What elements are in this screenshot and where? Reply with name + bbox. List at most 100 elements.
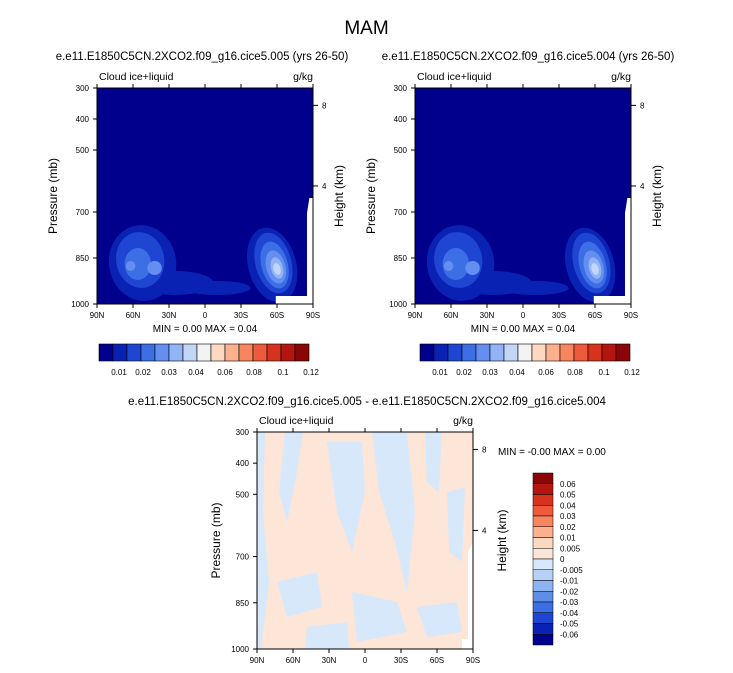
panel-diff-xtick-label: 30S	[394, 656, 408, 665]
panel-diff: e.e11.E1850C5CN.2XCO2.f09_g16.cice5.005 …	[128, 396, 606, 665]
panel-2-xtick-label: 90S	[624, 311, 638, 320]
panel-2-nh-c3	[442, 248, 469, 280]
panel-diff-colorbar-box	[532, 558, 554, 570]
panel-1-ytick-right-label: 4	[322, 182, 327, 191]
panel-2: e.e11.E1850C5CN.2XCO2.f09_g16.cice5.004 …	[364, 51, 674, 377]
panel-diff-colorbar-box	[532, 505, 554, 517]
panel-diff-neg-region	[327, 442, 365, 552]
panel-1-xtick-label: 60N	[126, 311, 141, 320]
panel-2-colorbar-box	[517, 343, 533, 362]
panel-1-colorbar-label: 0.01	[111, 368, 127, 377]
panel-diff-neg-region	[425, 432, 442, 492]
panel-2-colorbar-box	[573, 343, 589, 362]
panel-diff-colorbar-box	[532, 569, 554, 581]
panel-diff-colorbar-box	[532, 483, 554, 495]
panel-diff-colorbar-box	[532, 623, 554, 635]
panel-1-colorbar-box	[154, 343, 170, 362]
panel-1-xtick-label: 0	[203, 311, 208, 320]
panel-diff-colorbar-label: -0.05	[560, 620, 579, 629]
panel-1-colorbar-label: 0.06	[217, 368, 233, 377]
panel-2-left-label: Cloud ice+liquid	[417, 71, 492, 83]
panel-1-ylabel-right: Height (km)	[332, 165, 346, 227]
panel-diff-colorbar-box	[532, 591, 554, 603]
panel-diff-ytick-label: 700	[236, 553, 250, 562]
panel-diff-colorbar-label: -0.03	[560, 598, 579, 607]
panel-diff-xtick-label: 0	[363, 656, 368, 665]
panel-diff-colorbar-box	[532, 515, 554, 527]
panel-diff-colorbar-label: 0.03	[560, 512, 576, 521]
panel-diff-colorbar-box	[532, 634, 554, 646]
panel-1-mask	[275, 198, 313, 304]
panel-1-colorbar-box	[238, 343, 254, 362]
panel-2-ylabel: Pressure (mb)	[364, 158, 378, 234]
panel-diff-ytick-label: 300	[236, 428, 250, 437]
panel-2-xtick-label: 60S	[588, 311, 602, 320]
panel-diff-colorbar-label: -0.06	[560, 630, 579, 639]
panel-2-colorbar-label: 0.12	[624, 368, 640, 377]
panel-2-ylabel-right: Height (km)	[650, 165, 664, 227]
panel-2-colorbar-box	[433, 343, 449, 362]
panel-2-colorbar-box	[615, 343, 631, 362]
panel-1-xtick-label: 60S	[270, 311, 284, 320]
panel-diff-neg-region	[277, 572, 322, 617]
panel-2-colorbar-box	[475, 343, 491, 362]
panel-2-ytick-right-label: 4	[640, 182, 645, 191]
panel-1-colorbar-box	[266, 343, 282, 362]
panel-diff-xtick-label: 60N	[286, 656, 301, 665]
panel-2-ytick-right-label: 8	[640, 101, 645, 110]
panel-1-sh-c6	[273, 263, 281, 275]
panel-diff-colorbar-label: 0.04	[560, 501, 576, 510]
panel-diff-right-label: g/kg	[453, 415, 473, 427]
panel-diff-colorbar-box	[532, 472, 554, 484]
panel-1-colorbar-box	[294, 343, 310, 362]
panel-2-colorbar-box	[447, 343, 463, 362]
panel-2-colorbar-label: 0.04	[509, 368, 525, 377]
panel-diff-neg-region	[447, 487, 465, 562]
panel-diff-xtick-label: 60S	[430, 656, 444, 665]
panel-2-xtick-label: 30S	[552, 311, 566, 320]
panel-2-colorbar-box	[531, 343, 547, 362]
panel-1-colorbar-box	[182, 343, 198, 362]
panel-diff-neg-region	[352, 592, 407, 642]
panel-1-left-label: Cloud ice+liquid	[99, 71, 174, 83]
panel-1-title: e.e11.E1850C5CN.2XCO2.f09_g16.cice5.005 …	[56, 51, 349, 63]
panel-1-xtick-label: 30N	[162, 311, 177, 320]
panel-diff-xtick-label: 90S	[466, 656, 480, 665]
panel-diff-ylabel-right: Height (km)	[495, 509, 509, 571]
panel-1-contours	[108, 198, 313, 304]
panel-1-colorbar-label: 0.08	[246, 368, 262, 377]
panel-diff-ytick-right-label: 8	[482, 445, 487, 454]
panel-diff-colorbar-label: 0.005	[560, 544, 581, 553]
panel-1-xtick-label: 90S	[306, 311, 320, 320]
panel-2-ytick-label: 700	[394, 208, 408, 217]
panel-1-colorbar-box	[140, 343, 156, 362]
panel-2-colorbar-box	[419, 343, 435, 362]
panel-diff-colorbar-box	[532, 494, 554, 506]
panel-1-colorbar-label: 0.04	[188, 368, 204, 377]
panel-diff-colorbar-label: 0	[560, 555, 565, 564]
panel-2-title: e.e11.E1850C5CN.2XCO2.f09_g16.cice5.004 …	[382, 51, 675, 63]
panel-1-nh-c4b	[147, 261, 162, 275]
panel-2-ytick-label: 1000	[389, 300, 407, 309]
panel-diff-colorbar-box	[532, 548, 554, 560]
panel-1-colorbar-label: 0.1	[277, 368, 289, 377]
panel-1-colorbar-box	[196, 343, 212, 362]
panel-diff-ylabel: Pressure (mb)	[209, 502, 223, 578]
panel-diff-ytick-label: 850	[236, 599, 250, 608]
panel-1-ytick-label: 1000	[71, 300, 89, 309]
panel-diff-colorbar-box	[532, 580, 554, 592]
panel-1-right-label: g/kg	[293, 71, 313, 83]
panel-1-colorbar-box	[98, 343, 114, 362]
panel-2-stats: MIN = 0.00 MAX = 0.04	[471, 324, 576, 335]
panel-2-colorbar-box	[559, 343, 575, 362]
panel-1-xtick-label: 30S	[234, 311, 248, 320]
panel-2-xtick-label: 30N	[480, 311, 495, 320]
panel-diff-mask	[462, 542, 473, 649]
panel-diff-xtick-label: 90N	[250, 656, 265, 665]
panel-diff-colorbar-box	[532, 612, 554, 624]
panel-2-colorbar-label: 0.02	[456, 368, 472, 377]
panel-2-colorbar-box	[601, 343, 617, 362]
panel-diff-stats: MIN = -0.00 MAX = 0.00	[498, 447, 606, 458]
panel-2-eq-tail	[501, 281, 569, 295]
